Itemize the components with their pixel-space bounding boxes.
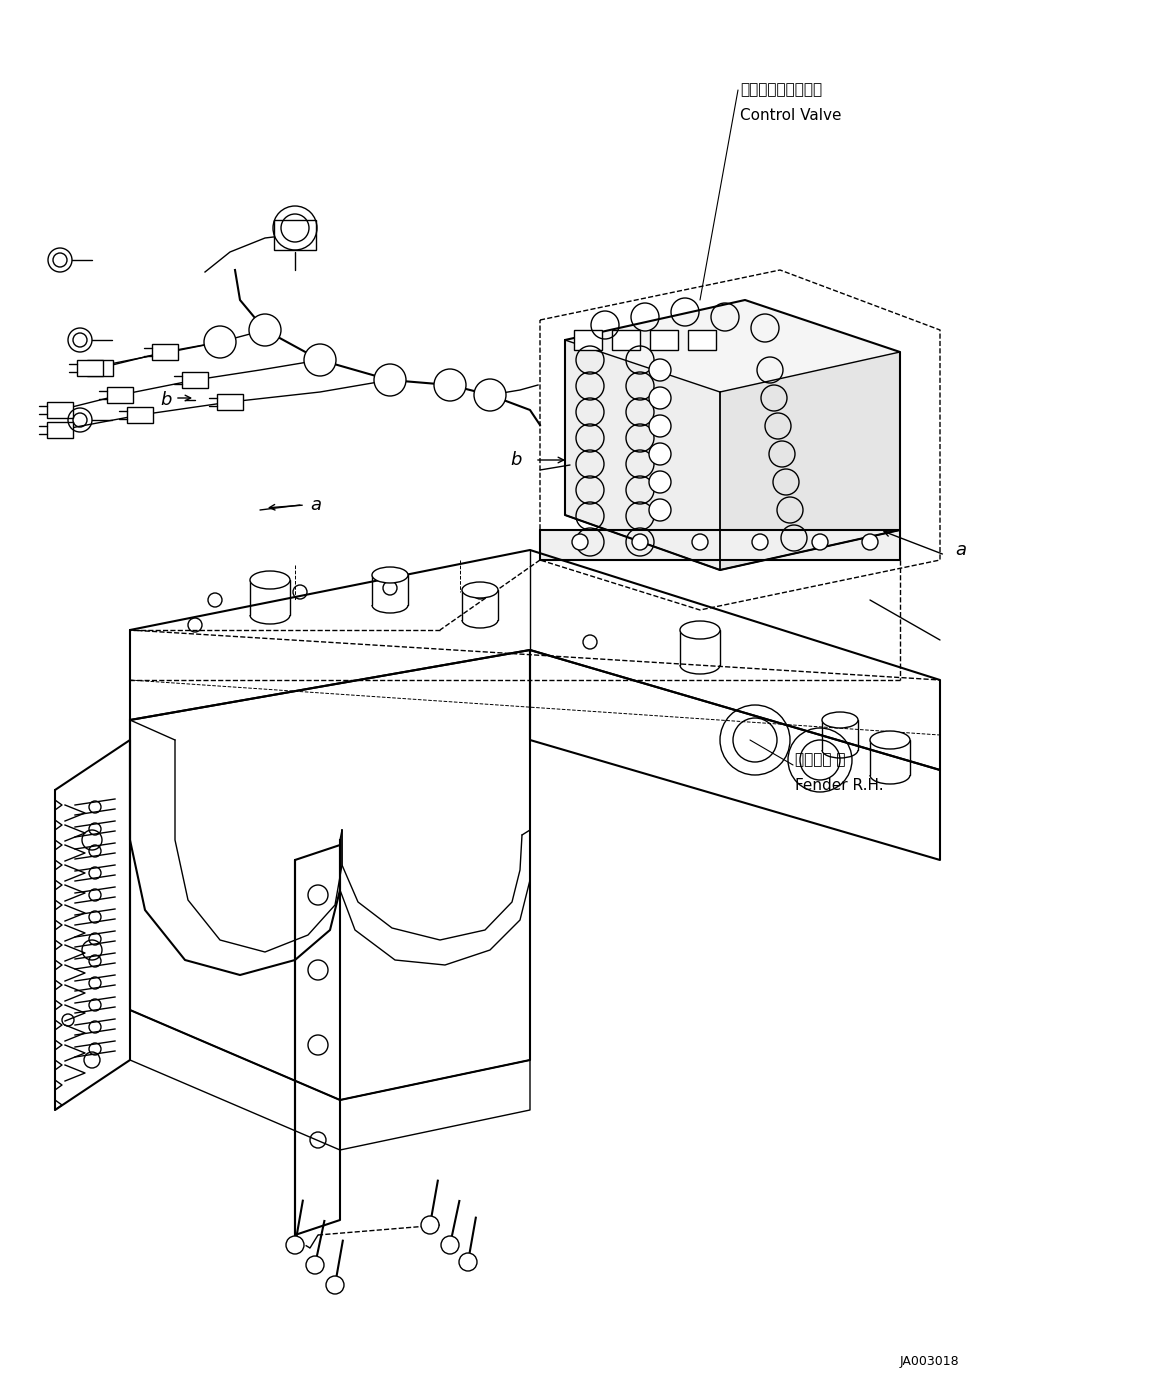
Circle shape — [752, 533, 768, 550]
Circle shape — [692, 533, 708, 550]
Text: Control Valve: Control Valve — [740, 108, 842, 123]
Circle shape — [649, 470, 671, 493]
Text: フェンダ 右: フェンダ 右 — [795, 753, 846, 767]
Polygon shape — [130, 550, 940, 770]
Circle shape — [649, 414, 671, 437]
Polygon shape — [540, 531, 900, 560]
Text: a: a — [955, 540, 966, 559]
Bar — [181, 372, 208, 388]
Circle shape — [812, 533, 828, 550]
Bar — [77, 360, 104, 377]
Bar — [87, 360, 113, 377]
Bar — [274, 220, 316, 251]
Polygon shape — [295, 846, 340, 1235]
Text: コントロールバルブ: コントロールバルブ — [740, 83, 822, 98]
Text: JA003018: JA003018 — [900, 1355, 959, 1369]
Ellipse shape — [822, 713, 858, 728]
Circle shape — [649, 442, 671, 465]
Circle shape — [306, 1256, 324, 1274]
Circle shape — [434, 370, 466, 400]
Ellipse shape — [680, 622, 720, 638]
Circle shape — [459, 1253, 477, 1271]
Bar — [127, 407, 154, 423]
Circle shape — [204, 326, 236, 358]
Bar — [152, 344, 178, 360]
Polygon shape — [565, 300, 900, 570]
Bar — [650, 330, 678, 350]
Circle shape — [421, 1217, 438, 1233]
Bar — [688, 330, 716, 350]
Circle shape — [862, 533, 878, 550]
Text: Fender R.H.: Fender R.H. — [795, 777, 884, 792]
Polygon shape — [565, 340, 720, 570]
Text: b: b — [511, 451, 521, 469]
Circle shape — [572, 533, 588, 550]
Polygon shape — [130, 650, 530, 1100]
Circle shape — [441, 1236, 459, 1254]
Bar — [47, 421, 73, 438]
Circle shape — [304, 344, 336, 377]
Ellipse shape — [372, 567, 408, 582]
Circle shape — [286, 1236, 304, 1254]
Circle shape — [326, 1275, 344, 1294]
Polygon shape — [530, 650, 940, 860]
Text: a: a — [311, 496, 321, 514]
Circle shape — [249, 314, 281, 346]
Bar — [612, 330, 640, 350]
Bar — [575, 330, 602, 350]
Circle shape — [632, 533, 648, 550]
Ellipse shape — [250, 571, 290, 589]
Polygon shape — [55, 741, 130, 1110]
Circle shape — [374, 364, 406, 396]
Circle shape — [649, 386, 671, 409]
Circle shape — [475, 379, 506, 412]
Polygon shape — [130, 1009, 530, 1149]
Bar — [217, 393, 243, 410]
Bar — [107, 386, 133, 403]
Polygon shape — [720, 351, 900, 570]
Ellipse shape — [870, 731, 909, 749]
Ellipse shape — [462, 582, 498, 598]
Bar — [47, 402, 73, 419]
Circle shape — [649, 358, 671, 381]
Circle shape — [649, 498, 671, 521]
Text: b: b — [160, 391, 171, 409]
